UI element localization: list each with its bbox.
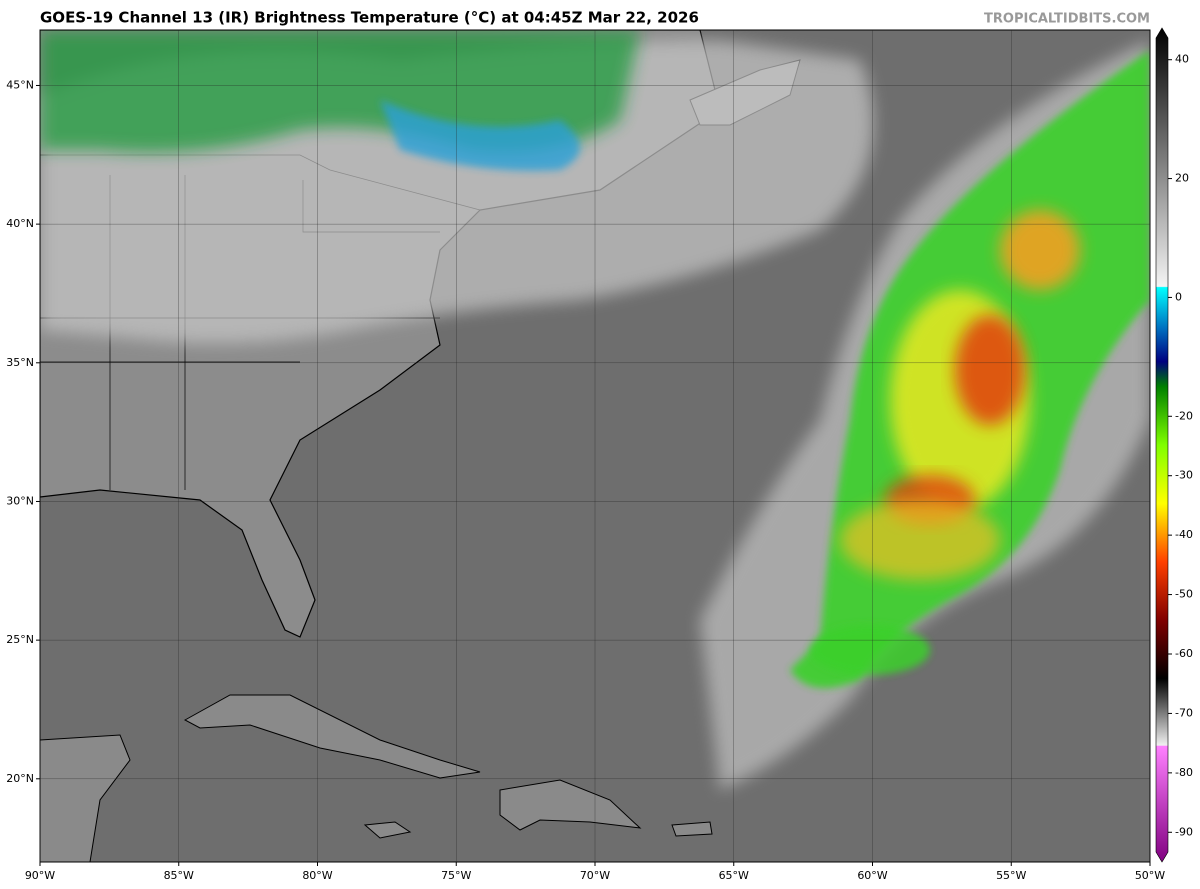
lon-label: 90°W xyxy=(25,869,55,882)
lat-label: 20°N xyxy=(6,772,34,785)
land xyxy=(40,734,131,862)
island xyxy=(671,821,713,837)
lon-label: 65°W xyxy=(719,869,749,882)
lat-label: 40°N xyxy=(6,217,34,230)
colorbar-label: -80 xyxy=(1175,766,1193,779)
colorbar-label: -20 xyxy=(1175,409,1193,422)
lon-label: 55°W xyxy=(996,869,1026,882)
lon-label: 70°W xyxy=(580,869,610,882)
lat-label: 25°N xyxy=(6,633,34,646)
island xyxy=(363,821,412,839)
island xyxy=(183,694,481,779)
colorbar-label: -30 xyxy=(1175,469,1193,482)
watermark: TROPICALTIDBITS.COM xyxy=(984,12,1150,27)
colorbar xyxy=(1155,27,1169,863)
colorbar-label: 40 xyxy=(1175,53,1189,66)
colorbar-label: 0 xyxy=(1175,290,1182,303)
colorbar-label: -50 xyxy=(1175,588,1193,601)
lon-label: 80°W xyxy=(302,869,332,882)
lon-label: 85°W xyxy=(164,869,194,882)
colorbar-label: -70 xyxy=(1175,706,1193,719)
colorbar-label: -60 xyxy=(1175,647,1193,660)
lon-label: 75°W xyxy=(441,869,471,882)
colorbar-label: 20 xyxy=(1175,172,1189,185)
colorbar-label: -40 xyxy=(1175,528,1193,541)
lat-label: 30°N xyxy=(6,494,34,507)
colorbar-label: -90 xyxy=(1175,825,1193,838)
lat-label: 35°N xyxy=(6,356,34,369)
lon-label: 50°W xyxy=(1135,869,1165,882)
lon-label: 60°W xyxy=(857,869,887,882)
clouds xyxy=(40,30,1150,790)
lat-label: 45°N xyxy=(6,78,34,91)
title: GOES-19 Channel 13 (IR) Brightness Tempe… xyxy=(40,9,699,27)
island xyxy=(499,779,642,831)
